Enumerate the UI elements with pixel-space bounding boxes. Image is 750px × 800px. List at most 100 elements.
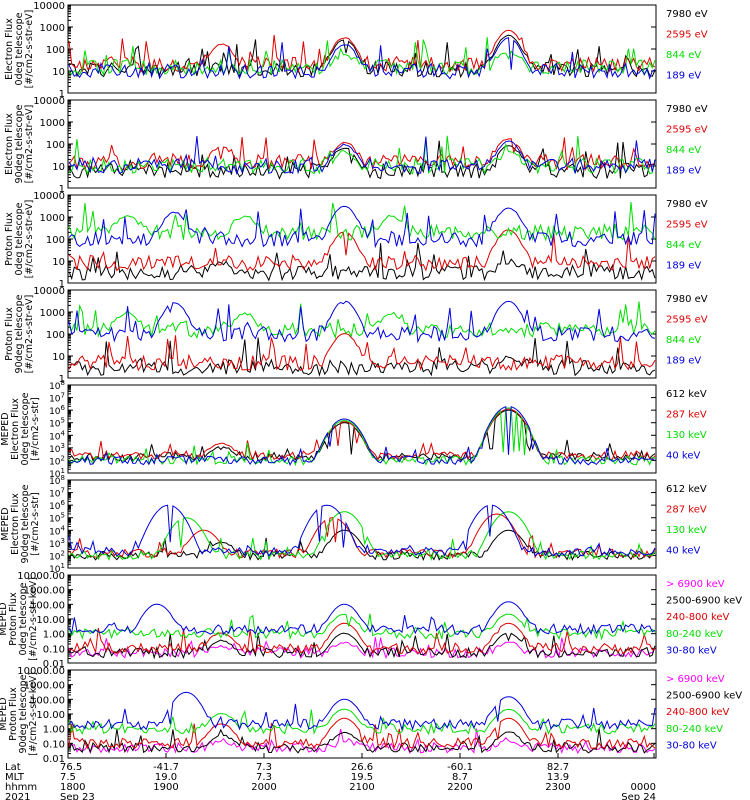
y-tick-label: 101: [49, 467, 65, 480]
x-tick-label: 19.5: [351, 772, 373, 783]
y-axis-label: 0deg telescope: [20, 392, 31, 465]
x-tick-label: -60.1: [447, 762, 473, 773]
legend-label: 80-240 keV: [666, 724, 723, 735]
x-tick-label: 7.3: [256, 762, 272, 773]
y-tick-label: 100: [46, 330, 65, 341]
y-tick-label: 100.00: [30, 600, 65, 611]
y-axis-label: [#/cm2-s-str]: [30, 397, 41, 460]
legend-label: > 6900 keV: [666, 579, 725, 590]
x-tick-label: Sep 24: [621, 792, 656, 800]
legend-label: 2595 eV: [666, 314, 708, 325]
series-line: [68, 708, 656, 736]
x-tick-label: 26.6: [351, 762, 373, 773]
series-line: [68, 301, 656, 340]
legend-label: 287 keV: [666, 504, 707, 515]
y-axis-label: [#/cm2-s-str-keV]: [28, 577, 39, 661]
y-tick-label: 107: [49, 392, 65, 405]
series-line: [68, 242, 656, 282]
legend-label: 189 eV: [666, 70, 701, 81]
y-tick-label: 10000: [33, 96, 65, 107]
series-line: [68, 201, 656, 242]
y-tick-label: 1: [59, 89, 65, 100]
y-axis-label: 90deg telescope: [14, 104, 25, 183]
legend-label: 7980 eV: [666, 104, 708, 115]
series-line: [68, 613, 656, 641]
y-tick-label: 1000: [40, 213, 65, 224]
legend-label: 130 keV: [666, 525, 707, 536]
series-line: [68, 37, 656, 80]
y-axis-label: Proton Flux: [8, 592, 19, 646]
x-tick-label: 8.7: [452, 772, 468, 783]
y-tick-label: 1: [59, 279, 65, 290]
y-tick-label: 108: [49, 474, 65, 487]
legend-label: 189 eV: [666, 355, 701, 366]
y-tick-label: 10: [52, 352, 65, 363]
series-line: [68, 601, 656, 636]
y-tick-label: 10.00: [36, 710, 65, 721]
y-tick-label: 101: [49, 562, 65, 575]
legend-label: 30-80 keV: [666, 645, 717, 656]
panel-frame: [67, 4, 657, 94]
legend-label: 844 eV: [666, 240, 701, 251]
y-tick-label: 100.00: [30, 695, 65, 706]
series-line: [68, 632, 656, 660]
y-tick-label: 1: [59, 374, 65, 385]
series-line: [68, 728, 656, 755]
legend-label: 287 keV: [666, 409, 707, 420]
y-tick-label: 10000: [33, 286, 65, 297]
y-axis-label: 0deg telescope: [14, 12, 25, 85]
y-tick-label: 100: [46, 140, 65, 151]
y-tick-label: 105: [49, 417, 65, 430]
y-axis-label: 0deg telescope: [14, 202, 25, 275]
y-tick-label: 104: [49, 429, 65, 442]
y-axis-label: MEPED: [0, 602, 9, 635]
legend-label: 130 keV: [666, 430, 707, 441]
legend-label: 189 eV: [666, 260, 701, 271]
x-tick-label: 7.3: [256, 772, 272, 783]
y-tick-label: 103: [49, 537, 65, 550]
y-axis-label: 90deg telescope: [14, 294, 25, 373]
panel-frame: [67, 99, 657, 189]
legend-label: 240-800 keV: [666, 707, 730, 718]
x-tick-label: 7.5: [60, 772, 76, 783]
y-axis-label: MEPED: [0, 507, 11, 540]
y-axis-label: MEPED: [0, 697, 9, 730]
y-axis-label: Electron Flux: [10, 398, 21, 460]
legend-label: 844 eV: [666, 335, 701, 346]
x-row-label: hhmm: [5, 782, 37, 793]
legend-label: 844 eV: [666, 50, 701, 61]
y-axis-label: [#/cm2-s-str-keV]: [28, 672, 39, 756]
legend-label: 80-240 keV: [666, 629, 723, 640]
y-tick-label: 10000.00: [17, 666, 65, 677]
legend-label: 7980 eV: [666, 294, 708, 305]
legend-label: 844 eV: [666, 145, 701, 156]
y-axis-label: [#/cm2-s-str-eV]: [24, 295, 35, 374]
series-line: [68, 691, 656, 732]
y-tick-label: 102: [49, 549, 65, 562]
legend-label: 612 keV: [666, 484, 707, 495]
y-axis-label: Electron Flux: [4, 113, 15, 175]
legend-label: 2595 eV: [666, 29, 708, 40]
y-tick-label: 10.00: [36, 615, 65, 626]
y-axis-label: [#/cm2-s-str-eV]: [24, 105, 35, 184]
y-axis-label: Electron Flux: [4, 18, 15, 80]
y-tick-label: 1000: [40, 118, 65, 129]
legend-label: 2595 eV: [666, 124, 708, 135]
y-tick-label: 0.01: [43, 754, 65, 765]
x-tick-label: 0000: [631, 782, 656, 793]
y-tick-label: 0.01: [43, 659, 65, 670]
y-tick-label: 102: [49, 454, 65, 467]
x-tick-label: 1900: [153, 782, 178, 793]
y-tick-label: 10000: [33, 191, 65, 202]
x-tick-label: 2300: [545, 782, 570, 793]
x-tick-label: -41.7: [153, 762, 179, 773]
series-line: [68, 622, 656, 655]
y-tick-label: 1: [59, 184, 65, 195]
y-tick-label: 108: [49, 379, 65, 392]
series-line: [68, 333, 656, 372]
legend-label: 7980 eV: [666, 9, 708, 20]
